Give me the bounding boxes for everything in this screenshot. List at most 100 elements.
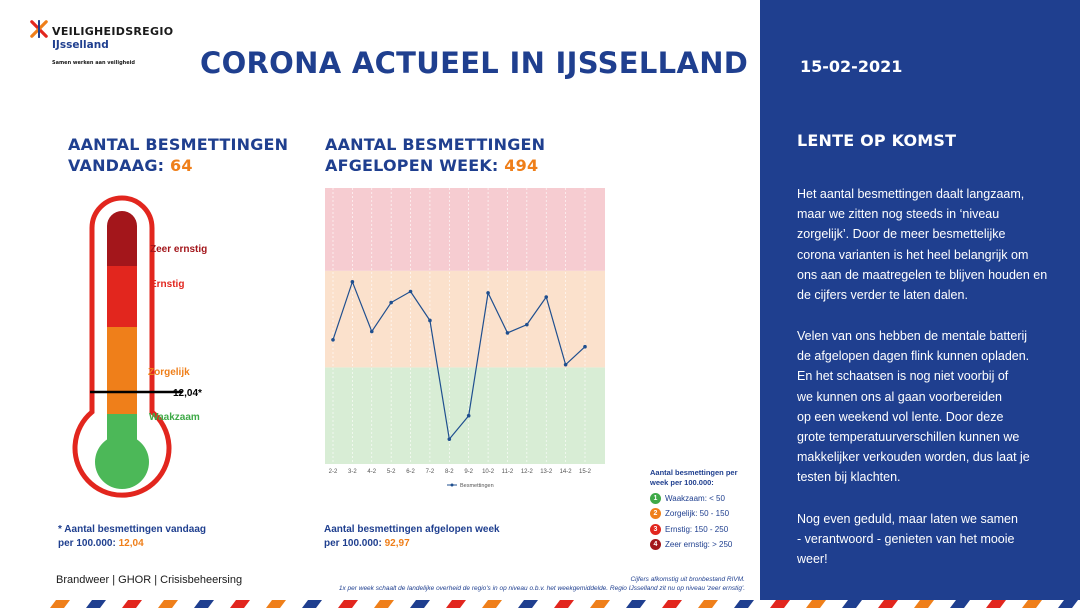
chart-band-2	[325, 188, 605, 271]
side-paragraph-line: ons aan de maatregelen te blijven houden…	[797, 267, 1048, 282]
stripe-segment	[122, 600, 142, 608]
week-note-line2: per 100.000: 92,97	[324, 537, 500, 551]
side-paragraph-line: zorgelijk’. Door de meer besmettelijke	[797, 227, 1006, 242]
level-label-zorgelijk: Zorgelijk	[148, 367, 190, 378]
stripe-segment	[338, 600, 358, 608]
stripe-segment	[68, 600, 88, 608]
stripe-segment	[446, 600, 466, 608]
side-paragraph-line: En het schaatsen is nog niet voorbij of	[797, 369, 1009, 384]
chart-point	[428, 318, 432, 323]
today-heading-prefix: VANDAAG:	[68, 156, 171, 175]
chart-point	[486, 291, 490, 295]
chart-point	[544, 295, 549, 299]
stripe-segment	[392, 600, 412, 608]
chart-series-line	[332, 280, 586, 441]
chart-point	[350, 280, 355, 284]
stripe-segment	[518, 600, 538, 608]
legend-item: 4 Zeer ernstig: > 250	[650, 539, 760, 550]
stripe-segment	[158, 600, 178, 608]
legend-item: 1 Waakzaam: < 50	[650, 492, 760, 504]
side-paragraph-2: Velen van ons hebben de mentale batterij…	[797, 326, 1057, 488]
footer-source: Cijfers afkomstig uit bronbestand RIVM.	[630, 576, 745, 583]
chart-point	[466, 413, 471, 418]
stripe-segment	[86, 600, 106, 608]
stripe-segment	[896, 600, 916, 608]
stripe-segment	[176, 600, 196, 608]
legend-item-label: Zorgelijk: 50 - 150	[665, 509, 730, 518]
legend-title-line1: Aantal besmettingen per	[650, 468, 738, 477]
side-heading: LENTE OP KOMST	[797, 131, 957, 150]
stripe-segment	[50, 600, 70, 608]
today-heading-line2: VANDAAG: 64	[68, 155, 288, 176]
chart-tick-label: 10-2	[482, 469, 495, 475]
side-paragraph-line: weer!	[797, 552, 828, 567]
level-label-waakzaam: Waakzaam	[149, 412, 200, 423]
legend-item-label: Waakzaam: < 50	[665, 493, 725, 503]
chart-legend-marker	[450, 483, 454, 487]
side-paragraph-line: maar we zitten nog steeds in ‘niveau	[797, 207, 1000, 222]
stripe-segment	[140, 600, 160, 608]
legend-number-badge: 4	[650, 539, 661, 550]
chart-tick-label: 15-2	[579, 469, 592, 475]
stripe-segment	[482, 600, 502, 608]
side-paragraph-line: Nog even geduld, maar laten we samen	[797, 512, 1018, 526]
side-paragraph-line: Velen van ons hebben de mentale batterij	[797, 329, 1028, 343]
week-note-prefix: per 100.000:	[324, 538, 385, 549]
thermometer-level-ernstig	[107, 266, 137, 327]
chart-tick-label: 6-2	[406, 469, 415, 475]
stripe-segment	[698, 600, 718, 608]
chart-point	[525, 322, 529, 327]
chart-tick-label: 2-2	[329, 469, 338, 475]
chart-tick-label: 8-2	[445, 469, 454, 475]
logo-name: VEILIGHEIDSREGIO	[52, 25, 174, 38]
stripe-segment	[428, 600, 448, 608]
stripe-segment	[1004, 600, 1024, 608]
stripe-segment	[644, 600, 664, 608]
stripe-segment	[734, 600, 754, 608]
thermometer-bulb	[95, 435, 149, 489]
thermometer-level-zeer-ernstig	[107, 211, 137, 266]
stripe-segment	[914, 600, 934, 608]
today-heading: AANTAL BESMETTINGEN VANDAAG: 64	[68, 134, 288, 176]
footer-explanation: 1x per week schaalt de landelijke overhe…	[338, 585, 745, 592]
date-label: 15-02-2021	[800, 57, 903, 76]
stripe-segment	[788, 600, 808, 608]
week-heading-line1: AANTAL BESMETTINGEN	[325, 135, 546, 154]
stripe-segment	[248, 600, 268, 608]
stripe-segment	[752, 600, 772, 608]
side-paragraph-line: makkelijker verkouden worden, dus laat j…	[797, 450, 1030, 465]
today-heading-line1: AANTAL BESMETTINGEN	[68, 135, 289, 154]
side-paragraph-line: Het aantal besmettingen daalt langzaam,	[797, 187, 1025, 201]
chart-point	[331, 338, 335, 342]
stripe-segment	[284, 600, 304, 608]
stripe-segment	[824, 600, 844, 608]
stripe-segment	[680, 600, 700, 608]
today-count: 64	[170, 156, 193, 175]
stripe-segment	[662, 600, 682, 608]
stripe-segment	[230, 600, 250, 608]
chart-band-1	[325, 270, 605, 368]
chart-tick-label: 3-2	[348, 469, 357, 475]
chart-point	[563, 362, 568, 367]
legend-item-label: Zeer ernstig: > 250	[665, 540, 733, 549]
stripe-segment	[302, 600, 322, 608]
chart-tick-label: 4-2	[367, 469, 376, 475]
stripe-segment	[320, 600, 340, 608]
today-note-value: 12,04	[118, 538, 144, 549]
thermometer-level-zorgelijk	[107, 327, 137, 414]
stripe-segment	[1040, 600, 1060, 608]
legend-number-badge: 2	[650, 508, 661, 519]
logo-tagline: Samen werken aan veiligheid	[52, 60, 135, 66]
today-note: * Aantal besmettingen vandaag per 100.00…	[58, 523, 206, 551]
chart-point	[505, 331, 510, 335]
thermometer	[72, 195, 182, 498]
week-note: Aantal besmettingen afgelopen week per 1…	[324, 523, 500, 551]
stripe-segment	[986, 600, 1006, 608]
chart-tick-label: 9-2	[464, 469, 473, 475]
level-label-ernstig: Ernstig	[150, 279, 185, 290]
chart-legend-label: Besmettingen	[460, 483, 494, 488]
legend-item-label: Ernstig: 150 - 250	[665, 524, 729, 534]
week-heading-prefix: AFGELOPEN WEEK:	[325, 156, 505, 175]
week-line-chart: 2-2 3-2 4-2 5-2 6-2 7-2 8-2 9-2 10-2 11-2 12-2 13-2…	[325, 188, 605, 488]
footer-organisations: Brandweer | GHOR | Crisisbeheersing	[56, 574, 243, 586]
